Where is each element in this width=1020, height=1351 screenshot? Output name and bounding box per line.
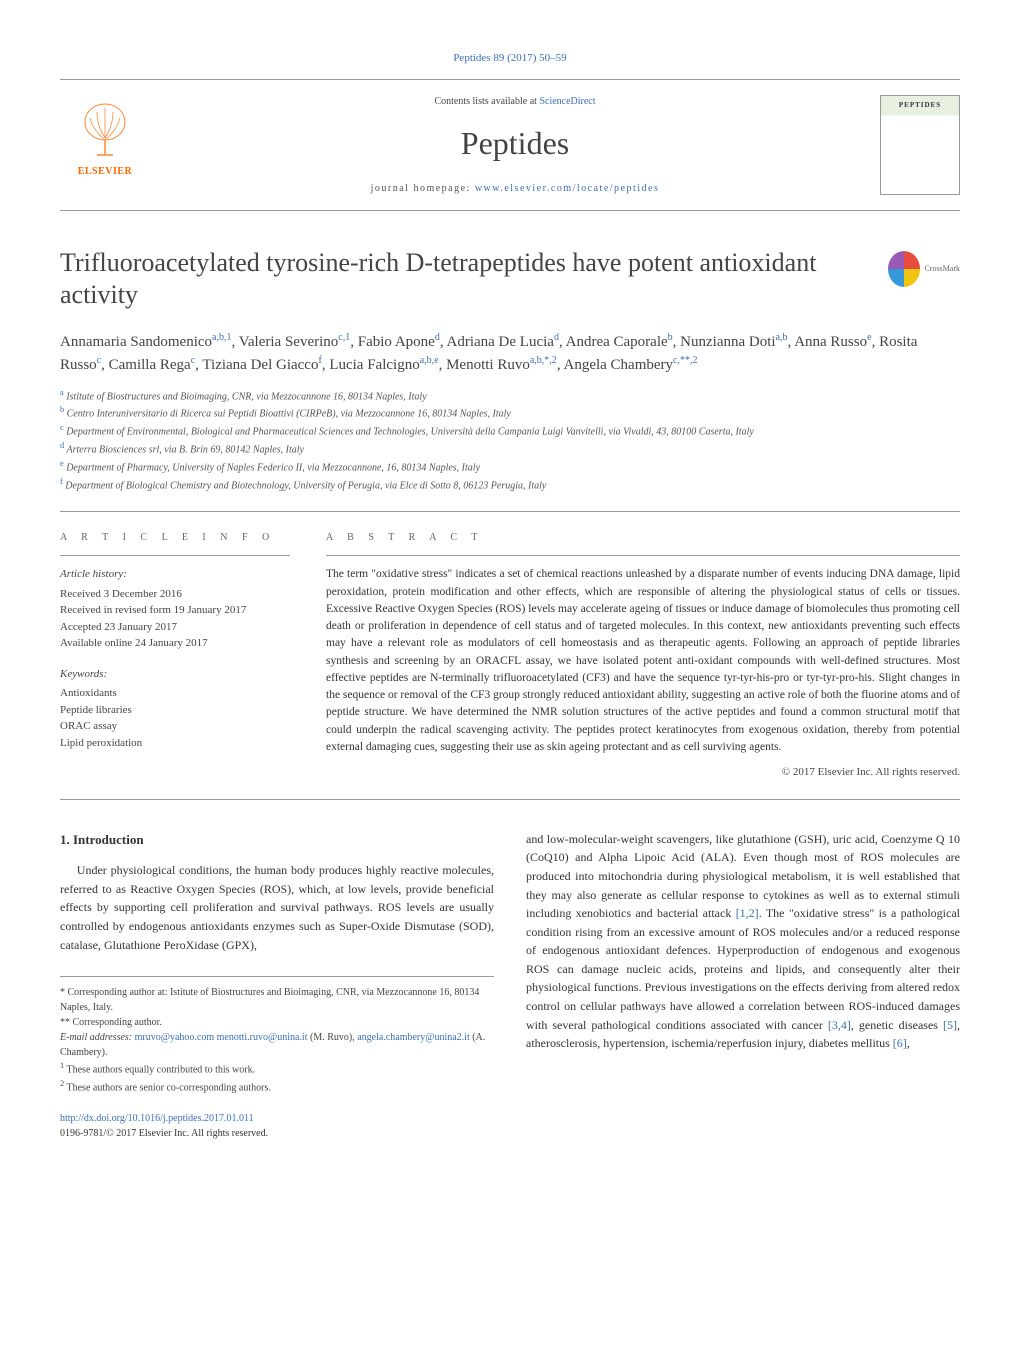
journal-cover: PEPTIDES: [880, 95, 960, 195]
affiliation-item: a Istitute of Biostructures and Bioimagi…: [60, 387, 960, 405]
abstract-head: a b s t r a c t: [326, 530, 960, 545]
abstract-text: The term "oxidative stress" indicates a …: [326, 566, 960, 756]
abstract-column: a b s t r a c t The term "oxidative stre…: [326, 530, 960, 780]
doi-block: http://dx.doi.org/10.1016/j.peptides.201…: [60, 1111, 494, 1141]
keyword-item: ORAC assay: [60, 718, 290, 735]
history-item: Available online 24 January 2017: [60, 635, 290, 652]
ref-link[interactable]: [5]: [943, 1018, 957, 1032]
header-citation: Peptides 89 (2017) 50–59: [60, 50, 960, 67]
author-list: Annamaria Sandomenicoa,b,1, Valeria Seve…: [60, 330, 960, 377]
history-head: Article history:: [60, 566, 290, 583]
email-link[interactable]: angela.chambery@unina2.it: [357, 1032, 470, 1043]
ref-link[interactable]: [3,4]: [828, 1018, 851, 1032]
journal-name: Peptides: [150, 119, 880, 167]
footnote-2: 2 These authors are senior co-correspond…: [60, 1078, 494, 1095]
ref-link[interactable]: [6]: [893, 1036, 907, 1050]
homepage-prefix: journal homepage:: [371, 183, 475, 194]
homepage-line: journal homepage: www.elsevier.com/locat…: [150, 181, 880, 196]
section-1-head: 1. Introduction: [60, 830, 494, 850]
divider: [60, 511, 960, 512]
keyword-item: Lipid peroxidation: [60, 735, 290, 752]
crossmark-badge[interactable]: CrossMark: [888, 247, 960, 291]
publisher-name: ELSEVIER: [78, 164, 133, 179]
doi-link[interactable]: http://dx.doi.org/10.1016/j.peptides.201…: [60, 1113, 254, 1124]
article-title: Trifluoroacetylated tyrosine-rich D-tetr…: [60, 247, 868, 312]
homepage-link[interactable]: www.elsevier.com/locate/peptides: [475, 183, 660, 194]
ref-link[interactable]: [1,2]: [736, 906, 759, 920]
issn-copyright: 0196-9781/© 2017 Elsevier Inc. All right…: [60, 1128, 268, 1139]
affiliation-item: b Centro Interuniversitario di Ricerca s…: [60, 404, 960, 422]
history-item: Received in revised form 19 January 2017: [60, 602, 290, 619]
affiliation-item: e Department of Pharmacy, University of …: [60, 458, 960, 476]
corr-author-2: ** Corresponding author.: [60, 1015, 494, 1030]
footnotes: * Corresponding author at: Istitute of B…: [60, 976, 494, 1095]
elsevier-tree-icon: [75, 100, 135, 160]
keywords-head: Keywords:: [60, 666, 290, 683]
contents-line: Contents lists available at ScienceDirec…: [150, 94, 880, 109]
keyword-item: Antioxidants: [60, 685, 290, 702]
intro-paragraph-left: Under physiological conditions, the huma…: [60, 861, 494, 954]
body-col-left: 1. Introduction Under physiological cond…: [60, 830, 494, 1141]
contents-prefix: Contents lists available at: [434, 96, 539, 107]
footnote-2-text: These authors are senior co-correspondin…: [67, 1082, 271, 1093]
body-col-right: and low-molecular-weight scavengers, lik…: [526, 830, 960, 1141]
keyword-item: Peptide libraries: [60, 702, 290, 719]
email-link[interactable]: mruvo@yahoo.com: [135, 1032, 214, 1043]
divider: [60, 799, 960, 800]
history-item: Accepted 23 January 2017: [60, 619, 290, 636]
crossmark-label: CrossMark: [924, 263, 960, 275]
masthead: ELSEVIER Contents lists available at Sci…: [60, 79, 960, 211]
intro-paragraph-right: and low-molecular-weight scavengers, lik…: [526, 830, 960, 1053]
article-info-column: a r t i c l e i n f o Article history: R…: [60, 530, 290, 780]
affiliation-item: d Arterra Biosciences srl, via B. Brin 6…: [60, 440, 960, 458]
email-link[interactable]: menotti.ruvo@unina.it: [217, 1032, 308, 1043]
article-info-head: a r t i c l e i n f o: [60, 530, 290, 545]
affiliation-item: f Department of Biological Chemistry and…: [60, 476, 960, 494]
footnote-1-text: These authors equally contributed to thi…: [67, 1065, 256, 1076]
emails-label: E-mail addresses:: [60, 1032, 132, 1043]
affiliation-item: c Department of Environmental, Biologica…: [60, 422, 960, 440]
elsevier-logo: ELSEVIER: [60, 100, 150, 190]
corr-author-1: * Corresponding author at: Istitute of B…: [60, 985, 494, 1015]
emails-line: E-mail addresses: mruvo@yahoo.com menott…: [60, 1030, 494, 1060]
affiliations: a Istitute of Biostructures and Bioimagi…: [60, 387, 960, 494]
crossmark-icon: [888, 251, 920, 287]
journal-cover-title: PEPTIDES: [881, 100, 959, 111]
sciencedirect-link[interactable]: ScienceDirect: [539, 96, 595, 107]
divider: [60, 555, 290, 556]
divider: [326, 555, 960, 556]
history-item: Received 3 December 2016: [60, 586, 290, 603]
abstract-copyright: © 2017 Elsevier Inc. All rights reserved…: [326, 764, 960, 781]
footnote-1: 1 These authors equally contributed to t…: [60, 1060, 494, 1077]
